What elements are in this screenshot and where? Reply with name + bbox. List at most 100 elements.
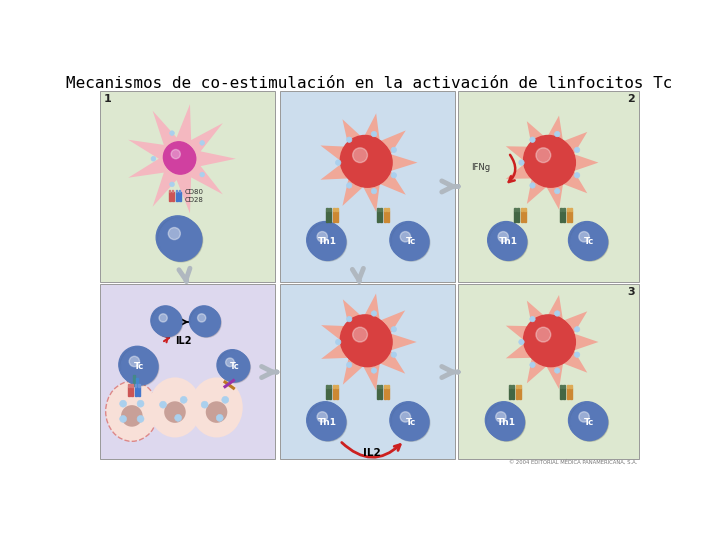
Bar — [570, 208, 572, 211]
Circle shape — [396, 410, 415, 429]
Bar — [560, 208, 562, 211]
Bar — [135, 378, 138, 386]
Circle shape — [308, 404, 341, 436]
Circle shape — [393, 406, 421, 434]
Circle shape — [372, 311, 377, 316]
Circle shape — [200, 172, 204, 177]
Circle shape — [317, 411, 328, 422]
Circle shape — [160, 221, 192, 253]
Circle shape — [393, 224, 430, 261]
Bar — [329, 388, 331, 399]
Bar — [326, 388, 328, 399]
Circle shape — [313, 230, 332, 249]
Circle shape — [129, 356, 140, 367]
Circle shape — [569, 402, 606, 438]
Circle shape — [225, 358, 234, 367]
Text: Th1: Th1 — [499, 238, 518, 246]
FancyBboxPatch shape — [99, 284, 275, 459]
Circle shape — [161, 223, 189, 251]
FancyBboxPatch shape — [99, 91, 275, 282]
Circle shape — [490, 224, 528, 261]
Bar — [560, 388, 562, 399]
Polygon shape — [506, 116, 598, 210]
Circle shape — [163, 142, 194, 173]
Bar — [336, 211, 338, 222]
Bar — [563, 388, 565, 399]
Circle shape — [533, 324, 564, 355]
Bar — [517, 211, 519, 222]
Circle shape — [137, 415, 144, 422]
Text: Tc: Tc — [230, 362, 239, 371]
Text: Tc: Tc — [405, 238, 415, 246]
Circle shape — [158, 218, 196, 256]
Circle shape — [570, 404, 603, 436]
Bar — [179, 190, 180, 192]
Circle shape — [536, 327, 551, 342]
Bar — [387, 208, 389, 211]
Circle shape — [488, 404, 526, 441]
Bar — [128, 387, 130, 396]
Bar — [326, 385, 328, 388]
Circle shape — [519, 339, 524, 345]
Circle shape — [310, 406, 338, 434]
Bar — [516, 385, 518, 388]
Circle shape — [191, 307, 220, 336]
Bar — [512, 385, 514, 388]
Circle shape — [159, 218, 202, 261]
Circle shape — [346, 137, 352, 143]
Text: © 2004 EDITORIAL MÉDICA PANAMERICANA, S.A.: © 2004 EDITORIAL MÉDICA PANAMERICANA, S.… — [510, 460, 638, 465]
Circle shape — [395, 228, 418, 251]
Text: 3: 3 — [627, 287, 634, 298]
Circle shape — [222, 356, 238, 373]
Circle shape — [220, 352, 251, 383]
Circle shape — [533, 144, 564, 176]
Bar — [514, 208, 516, 211]
Circle shape — [160, 401, 166, 408]
Circle shape — [579, 411, 589, 422]
Circle shape — [372, 368, 377, 373]
Bar — [516, 388, 518, 399]
Bar — [333, 388, 335, 399]
Bar — [336, 208, 338, 211]
Bar — [168, 192, 171, 201]
Bar — [570, 388, 572, 399]
Circle shape — [122, 349, 159, 386]
Circle shape — [554, 311, 560, 316]
Ellipse shape — [206, 401, 228, 423]
Circle shape — [575, 410, 594, 429]
Bar — [132, 375, 135, 386]
Circle shape — [488, 406, 516, 434]
Circle shape — [201, 401, 208, 408]
Circle shape — [168, 227, 180, 240]
Bar — [377, 385, 379, 388]
Text: IL2: IL2 — [175, 336, 192, 346]
Text: CD28: CD28 — [185, 197, 204, 202]
Circle shape — [572, 226, 600, 254]
Bar — [138, 387, 140, 396]
Circle shape — [494, 230, 513, 249]
Text: 1: 1 — [104, 94, 111, 104]
Text: Th1: Th1 — [497, 417, 516, 427]
Ellipse shape — [149, 377, 201, 437]
Ellipse shape — [106, 381, 158, 441]
Circle shape — [349, 324, 381, 355]
Circle shape — [346, 183, 352, 188]
Bar — [379, 208, 382, 211]
Bar — [523, 208, 526, 211]
Bar — [563, 211, 565, 222]
Circle shape — [530, 137, 535, 143]
Bar — [384, 211, 385, 222]
Circle shape — [192, 309, 214, 332]
Text: Th1: Th1 — [318, 238, 337, 246]
Circle shape — [354, 328, 377, 351]
Circle shape — [311, 408, 335, 431]
Circle shape — [169, 147, 189, 167]
Bar — [523, 211, 526, 222]
Circle shape — [191, 307, 216, 333]
Circle shape — [310, 224, 346, 261]
Bar — [387, 211, 389, 222]
Circle shape — [216, 414, 223, 421]
Circle shape — [490, 224, 527, 260]
Bar — [514, 211, 516, 222]
Text: IL2: IL2 — [363, 448, 381, 458]
